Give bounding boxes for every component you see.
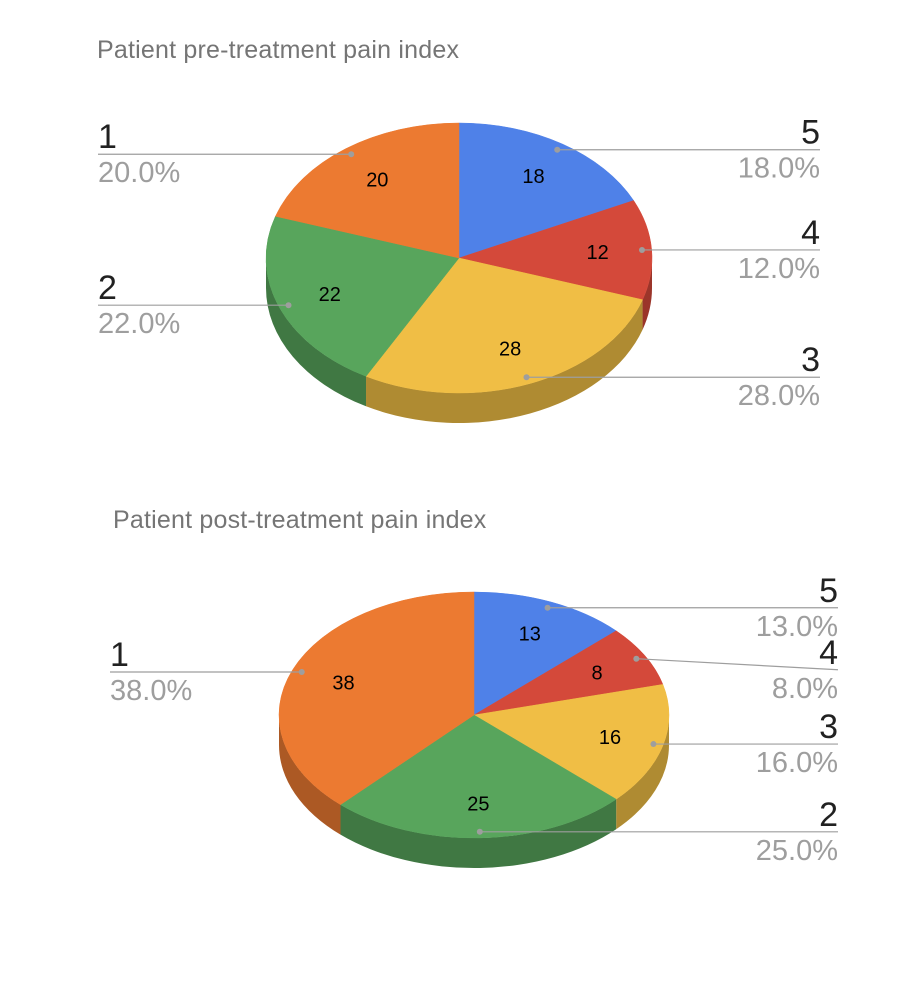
slice-name-label: 5 xyxy=(801,114,820,152)
pie-slice-3[interactable] xyxy=(365,257,643,394)
pie-slice-5[interactable] xyxy=(458,122,635,259)
slice-percent-label: 38.0% xyxy=(110,675,192,707)
slice-percent-label: 12.0% xyxy=(738,253,820,285)
post-treatment-chart-title: Patient post-treatment pain index xyxy=(113,506,487,534)
slice-name-label: 3 xyxy=(819,708,838,746)
pie-slice-side xyxy=(340,799,617,868)
pie-slice-4[interactable] xyxy=(473,630,664,716)
leader-dot xyxy=(476,828,483,835)
leader-dot xyxy=(285,302,292,309)
slice-name-label: 1 xyxy=(98,118,117,156)
slice-percent-label: 22.0% xyxy=(98,308,180,340)
pie-slice-side xyxy=(266,258,367,407)
slice-value-label: 22 xyxy=(319,284,341,306)
slice-value-label: 12 xyxy=(587,242,609,264)
pre-treatment-pie-chart: 18 12 28 22 20 518.0% 412.0% 328.0% 120.0% 222.0% xyxy=(98,114,820,423)
slice-value-label: 20 xyxy=(366,169,388,191)
slice-percent-label: 18.0% xyxy=(738,153,820,185)
leader-dot xyxy=(650,741,657,748)
slice-name-label: 4 xyxy=(801,214,820,252)
slice-value-label: 25 xyxy=(467,794,489,816)
post-treatment-pie-chart: 13 8 16 25 38 513.0%48.0%316.0% 225.0% 138.0% xyxy=(110,572,839,868)
slice-name-label: 2 xyxy=(98,269,117,307)
pie-slice-side xyxy=(642,258,652,330)
pie-slice-5[interactable] xyxy=(473,591,617,716)
pie-slice-side xyxy=(616,715,669,830)
slice-percent-label: 16.0% xyxy=(756,747,838,779)
leader-dot xyxy=(633,655,640,662)
pie-slice-side xyxy=(279,715,341,835)
leader-dot xyxy=(544,604,551,611)
pie-slice-1[interactable] xyxy=(278,591,475,805)
slice-percent-label: 13.0% xyxy=(756,611,838,643)
slice-percent-label: 28.0% xyxy=(738,380,820,412)
slice-name-label: 2 xyxy=(819,796,838,834)
slice-percent-label: 20.0% xyxy=(98,157,180,189)
pie-slice-1[interactable] xyxy=(275,122,460,259)
leader-dot xyxy=(638,246,645,253)
leader-dot xyxy=(348,151,355,158)
leader-dot xyxy=(298,668,305,675)
pie-slice-3[interactable] xyxy=(473,684,670,800)
slice-value-label: 8 xyxy=(591,662,602,684)
slice-percent-label: 8.0% xyxy=(772,673,838,705)
slice-name-label: 1 xyxy=(110,636,129,674)
pie-slice-2[interactable] xyxy=(340,714,617,839)
slice-value-label: 13 xyxy=(519,624,541,646)
leader-line xyxy=(636,658,839,671)
leader-dot xyxy=(554,146,561,153)
slice-value-label: 16 xyxy=(599,727,621,749)
pie-slice-2[interactable] xyxy=(265,215,460,377)
slice-value-label: 38 xyxy=(332,672,354,694)
pre-treatment-chart-title: Patient pre-treatment pain index xyxy=(97,36,460,64)
leader-dot xyxy=(523,374,530,381)
slice-name-label: 3 xyxy=(801,341,820,379)
slice-value-label: 28 xyxy=(499,338,521,360)
slice-name-label: 5 xyxy=(819,572,838,610)
slice-name-label: 4 xyxy=(819,634,838,672)
slice-value-label: 18 xyxy=(522,166,544,188)
slice-percent-label: 25.0% xyxy=(756,835,838,867)
